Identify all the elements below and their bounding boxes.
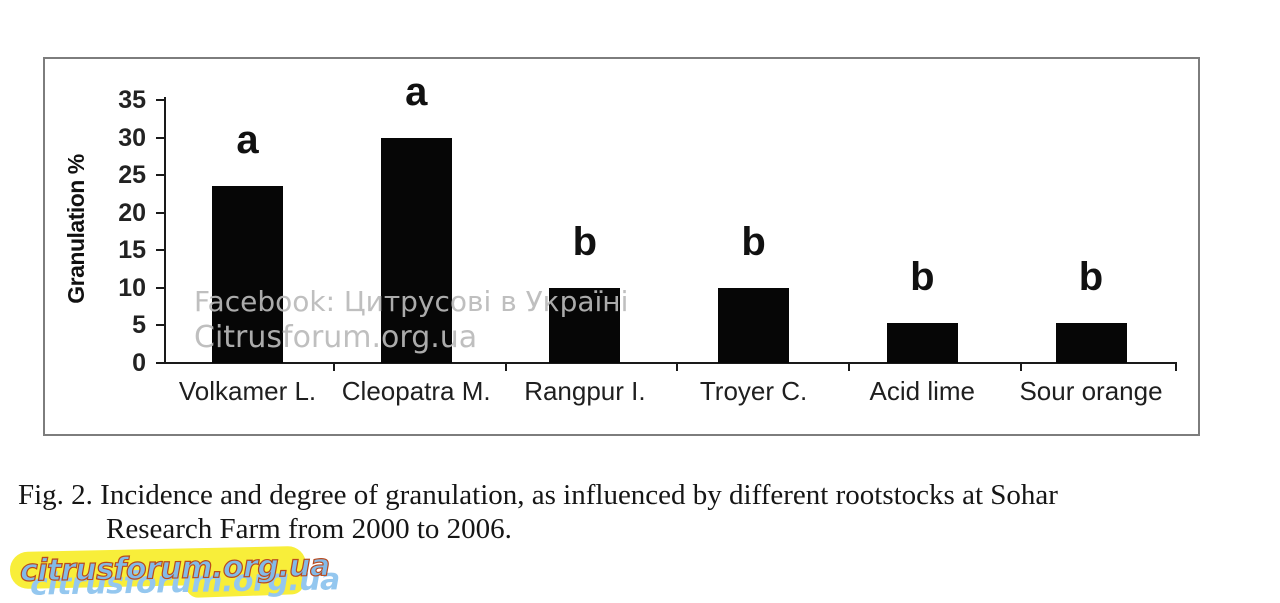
x-tick-mark-6 — [1175, 363, 1177, 371]
y-tick-mark-20 — [156, 211, 165, 214]
y-tick-mark-15 — [156, 249, 165, 252]
sig-letter-acid-lime: b — [910, 255, 935, 300]
bar-cleopatra-m — [380, 137, 452, 363]
y-tick-mark-30 — [156, 136, 165, 139]
watermark-sticker: citrusforum.org.ua citrusforum.org.ua — [0, 540, 340, 603]
x-tick-mark-3 — [676, 363, 678, 371]
x-axis-line — [164, 362, 1177, 364]
x-tick-mark-4 — [848, 363, 850, 371]
caption-line2: Research Farm from 2000 to 2006. — [106, 513, 512, 545]
y-axis-line — [164, 97, 166, 364]
y-tick-label-15: 15 — [118, 236, 146, 265]
x-label-volkamer-l: Volkamer L. — [178, 376, 317, 406]
x-tick-mark-1 — [333, 363, 335, 371]
x-label-acid-lime: Acid lime — [869, 376, 976, 406]
y-tick-label-5: 5 — [132, 311, 146, 340]
y-tick-mark-25 — [156, 174, 165, 177]
x-label-troyer-c: Troyer C. — [699, 376, 808, 406]
bar-troyer-c — [718, 287, 790, 363]
y-tick-mark-10 — [156, 286, 165, 289]
y-tick-mark-0 — [156, 362, 165, 364]
caption-line1: Fig. 2. Incidence and degree of granulat… — [18, 479, 1058, 511]
y-tick-mark-35 — [156, 99, 165, 101]
bar-volkamer-l — [212, 185, 283, 363]
x-label-cleopatra-m: Cleopatra M. — [341, 376, 491, 406]
y-tick-label-25: 25 — [118, 161, 146, 190]
sig-letter-volkamer-l: a — [236, 117, 259, 162]
y-tick-mark-5 — [156, 324, 165, 327]
y-tick-label-30: 30 — [118, 123, 146, 152]
x-tick-mark-5 — [1020, 363, 1022, 371]
y-tick-label-20: 20 — [118, 198, 146, 227]
sig-letter-sour-orange: b — [1078, 255, 1104, 300]
bar-acid-lime — [886, 323, 958, 363]
x-label-rangpur-i: Rangpur I. — [524, 376, 646, 406]
bar-sour-orange — [1055, 323, 1127, 363]
sticker-text: citrusforum.org.ua — [19, 548, 331, 590]
x-tick-mark-2 — [505, 363, 507, 371]
bar-rangpur-i — [549, 287, 621, 363]
figure-caption: Fig. 2. Incidence and degree of granulat… — [18, 478, 1058, 546]
x-label-sour-orange: Sour orange — [1019, 376, 1163, 406]
sig-letter-cleopatra-m: a — [405, 69, 428, 114]
y-tick-label-0: 0 — [132, 349, 146, 377]
sig-letter-troyer-c: b — [741, 219, 766, 264]
y-tick-label-35: 35 — [118, 86, 146, 114]
sig-letter-rangpur-i: b — [572, 219, 598, 264]
y-tick-label-10: 10 — [118, 273, 146, 302]
